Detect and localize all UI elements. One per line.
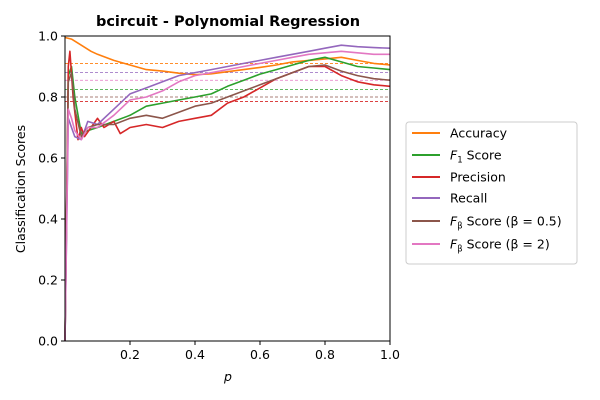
series-line-4	[64, 64, 391, 342]
x-tick-label: 0.6	[250, 347, 270, 362]
x-axis: 0.2 0.4 0.6 0.8 1.0	[120, 341, 400, 362]
y-tick-label: 0.0	[38, 334, 58, 349]
legend-label-5: Fβ Score (β = 2)	[450, 237, 550, 255]
x-axis-label: p	[223, 369, 232, 384]
x-tick-label: 0.8	[315, 347, 335, 362]
y-axis: 0.0 0.2 0.4 0.6 0.8 1.0	[38, 29, 65, 349]
plot-frame	[64, 35, 391, 342]
legend-label-1: F1 Score	[450, 148, 502, 166]
legend-box	[405, 121, 578, 265]
x-tick-label: 1.0	[380, 347, 400, 362]
series-line-5	[64, 50, 390, 342]
series-line-1	[64, 56, 391, 342]
plot-area	[64, 36, 391, 342]
x-tick-label: 0.2	[120, 347, 140, 362]
series-line-2	[64, 50, 391, 342]
legend-label-3: Recall	[450, 191, 487, 206]
y-axis-label: Classification Scores	[13, 125, 28, 253]
y-tick-label: 0.6	[38, 151, 58, 166]
y-tick-label: 0.8	[38, 90, 58, 105]
legend: Accuracy F1 Score Precision Recall Fβ Score …	[405, 121, 578, 265]
legend-label-2: Precision	[450, 170, 506, 185]
y-tick-label: 1.0	[38, 29, 58, 44]
y-tick-label: 0.2	[38, 273, 58, 288]
legend-label-4: Fβ Score (β = 0.5)	[450, 214, 562, 232]
x-tick-label: 0.4	[185, 347, 205, 362]
legend-label-0: Accuracy	[450, 126, 508, 141]
chart-title: bcircuit - Polynomial Regression	[96, 14, 360, 30]
y-tick-label: 0.4	[38, 212, 58, 227]
